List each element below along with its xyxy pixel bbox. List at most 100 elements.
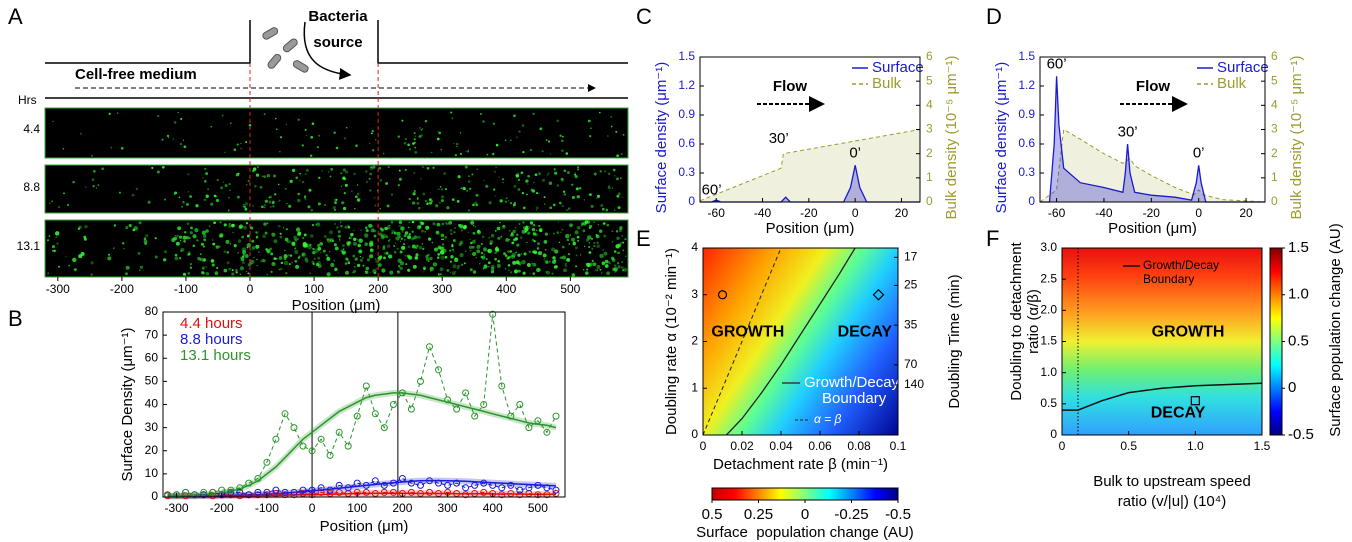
fluorescence-speck — [112, 247, 115, 250]
fluorescence-speck — [317, 202, 321, 206]
fluorescence-speck — [608, 185, 610, 187]
fluorescence-speck — [577, 168, 580, 171]
data-point — [435, 366, 442, 374]
fluorescence-speck — [385, 235, 389, 239]
fluorescence-speck — [266, 249, 271, 254]
fluorescence-speck — [401, 119, 403, 122]
fluorescence-speck — [531, 227, 536, 232]
fluorescence-speck — [380, 228, 385, 232]
fluorescence-speck — [548, 260, 551, 263]
fluorescence-speck — [310, 234, 314, 238]
fluorescence-speck — [463, 262, 466, 265]
fluorescence-speck — [263, 222, 267, 226]
fluorescence-speck — [258, 251, 260, 253]
y-tick-label: 0 — [688, 194, 695, 208]
colorbar — [1269, 247, 1283, 436]
fluorescence-speck — [298, 179, 301, 182]
fluorescence-speck — [333, 208, 337, 212]
fluorescence-speck — [460, 187, 463, 190]
data-point — [254, 475, 262, 482]
fluorescence-speck — [284, 237, 289, 242]
fluorescence-speck — [490, 266, 495, 271]
fluorescence-speck — [459, 132, 462, 134]
fluorescence-speck — [432, 262, 438, 267]
fluorescence-speck — [199, 253, 202, 256]
fluorescence-speck — [560, 231, 562, 234]
fluorescence-speck — [249, 226, 254, 230]
fluorescence-speck — [284, 249, 286, 252]
x-tick-label: 20 — [895, 206, 909, 220]
fluorescence-speck — [449, 229, 453, 232]
fluorescence-speck — [472, 270, 477, 274]
fluorescence-speck — [247, 179, 250, 183]
fluorescence-speck — [279, 232, 282, 235]
fluorescence-speck — [184, 231, 187, 234]
data-point — [308, 447, 316, 455]
fluorescence-speck — [396, 247, 399, 250]
fluorescence-speck — [325, 253, 329, 257]
y2-tick-label: 35 — [904, 317, 918, 331]
fluorescence-speck — [411, 220, 415, 224]
fluorescence-speck — [78, 254, 83, 259]
fluorescence-speck — [237, 239, 242, 243]
fluorescence-speck — [426, 166, 430, 170]
fluorescence-speck — [616, 252, 619, 254]
series-line — [700, 165, 920, 203]
fluorescence-speck — [343, 137, 347, 140]
fluorescence-speck — [190, 226, 193, 230]
fluorescence-speck — [502, 181, 504, 184]
data-point — [498, 484, 506, 492]
fluorescence-speck — [583, 199, 586, 201]
fluorescence-speck — [353, 172, 356, 176]
fluorescence-speck — [187, 173, 190, 176]
y-tick-label: 0.3 — [678, 165, 695, 179]
fluorescence-speck — [612, 267, 616, 271]
fluorescence-speck — [537, 251, 543, 256]
y-axis-label: Doubling to detachment — [1008, 241, 1025, 400]
fluorescence-speck — [397, 270, 399, 273]
fluorescence-speck — [515, 174, 518, 177]
hours-header: Hrs — [18, 93, 37, 107]
fluorescence-speck — [436, 256, 440, 259]
fluorescence-speck — [297, 256, 300, 259]
fluorescence-speck — [431, 241, 434, 244]
fluorescence-speck — [348, 237, 351, 239]
fluorescence-speck — [387, 239, 390, 242]
fluorescence-speck — [351, 271, 354, 274]
x-tick-label: -20 — [800, 206, 818, 220]
fluorescence-speck — [201, 230, 206, 235]
fluorescence-speck — [186, 202, 189, 206]
fluorescence-speck — [157, 114, 160, 118]
fluorescence-speck — [179, 142, 183, 146]
fluorescence-speck — [393, 250, 397, 254]
x-tick-label: 400 — [483, 501, 503, 515]
fluorescence-speck — [421, 127, 424, 130]
fluorescence-speck — [322, 249, 326, 253]
fluorescence-speck — [54, 231, 60, 236]
fluorescence-speck — [276, 128, 278, 130]
fluorescence-speck — [522, 150, 525, 154]
y-tick-label: 1.2 — [1018, 78, 1035, 92]
y2-tick-label: 2 — [1271, 146, 1278, 160]
fluorescence-speck — [219, 221, 222, 224]
fluorescence-speck — [609, 262, 611, 264]
legend-label: Growth/Decay — [804, 374, 900, 391]
fluorescence-speck — [561, 149, 564, 152]
fluorescence-speck — [297, 118, 300, 121]
fluorescence-speck — [321, 169, 324, 172]
fluorescence-speck — [195, 204, 199, 208]
fluorescence-speck — [430, 200, 434, 203]
fluorescence-speck — [416, 244, 419, 248]
fluorescence-speck — [271, 232, 276, 237]
fluorescence-speck — [588, 251, 592, 254]
fluorescence-speck — [332, 240, 334, 242]
x-tick-label: 0.02 — [730, 439, 754, 453]
fluorescence-speck — [440, 199, 444, 203]
y-tick-label: 20 — [145, 443, 159, 457]
fluorescence-speck — [215, 245, 220, 249]
fluorescence-speck — [622, 241, 625, 244]
fluorescence-speck — [543, 196, 546, 199]
fluorescence-speck — [556, 231, 560, 234]
fluorescence-speck — [454, 271, 457, 273]
